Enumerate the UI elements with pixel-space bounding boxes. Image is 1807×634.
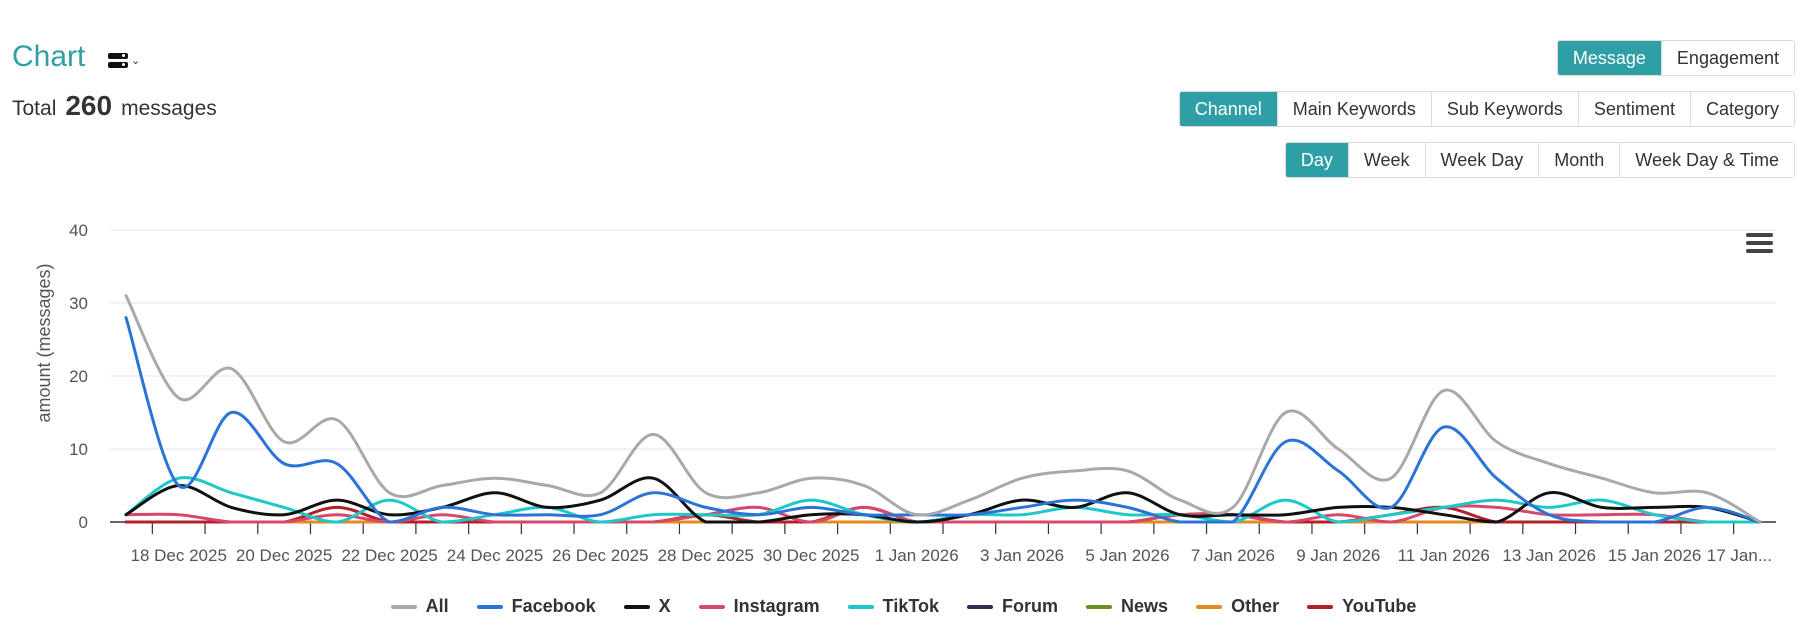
tab-main-keywords[interactable]: Main Keywords [1276,92,1431,126]
legend-swatch [623,604,650,609]
grid-lines [110,229,1776,450]
legend-item-other[interactable]: Other [1196,596,1279,617]
tab-sentiment[interactable]: Sentiment [1577,92,1690,126]
x-tick-label: 3 Jan 2026 [980,546,1064,565]
tab-sub-keywords[interactable]: Sub Keywords [1430,92,1578,126]
dimension-tab-group: Channel Main Keywords Sub Keywords Senti… [1178,91,1795,127]
total-label: Total [12,97,57,120]
x-tick-label: 5 Jan 2026 [1085,546,1169,565]
total-unit: messages [121,97,217,120]
x-tick-label: 11 Jan 2026 [1398,546,1490,565]
legend-label: All [425,596,449,616]
legend-label: TikTok [882,596,940,616]
tab-week-day[interactable]: Week Day [1424,143,1539,177]
y-tick-label: 10 [69,440,88,459]
legend-label: Instagram [733,596,820,616]
legend-swatch [476,604,503,609]
hamburger-menu-icon[interactable] [1746,233,1773,253]
tab-message[interactable]: Message [1557,41,1661,75]
x-tick-label: 1 Jan 2026 [875,546,959,565]
legend-item-forum[interactable]: Forum [967,596,1058,617]
x-tick-label: 13 Jan 2026 [1502,546,1596,565]
x-axis: 18 Dec 2025 20 Dec 2025 22 Dec 2025 24 Dec … [110,521,1776,565]
x-tick-label: 7 Jan 2026 [1191,546,1275,565]
tab-channel[interactable]: Channel [1179,92,1277,126]
series-line-facebook[interactable] [124,316,1762,524]
legend-swatch [847,604,874,609]
legend-item-instagram[interactable]: Instagram [698,596,820,617]
legend-swatch [698,604,725,609]
x-tick-label: 24 Dec 2025 [447,546,543,565]
y-tick-label: 20 [69,367,88,386]
legend-swatch [390,604,417,609]
tab-week[interactable]: Week [1347,143,1425,177]
tab-day[interactable]: Day [1285,143,1348,177]
chevron-down-icon: ⌄ [131,54,141,67]
x-tick-label: 28 Dec 2025 [658,546,754,565]
x-tick-label: 22 Dec 2025 [341,546,437,565]
legend-label: Facebook [511,596,596,616]
x-tick-label: 9 Jan 2026 [1296,546,1380,565]
legend-item-x[interactable]: X [623,596,671,617]
y-tick-label: 0 [79,513,88,532]
legend-label: Other [1231,596,1280,616]
metric-tab-group: Message Engagement [1556,40,1795,76]
x-tick-label: 30 Dec 2025 [763,546,859,565]
y-axis-ticks: 0 10 20 30 40 [69,221,88,532]
tab-month[interactable]: Month [1538,143,1620,177]
x-tick-label: 18 Dec 2025 [131,546,227,565]
x-tick-label: 26 Dec 2025 [552,546,648,565]
tab-week-day-time[interactable]: Week Day & Time [1619,143,1794,177]
legend-item-all[interactable]: All [390,596,449,617]
x-tick-label: 15 Jan 2026 [1608,546,1702,565]
series-lines [124,294,1762,524]
legend-item-tiktok[interactable]: TikTok [847,596,940,617]
legend-label: News [1121,596,1169,616]
y-tick-label: 40 [69,221,88,240]
legend-swatch [1196,604,1223,609]
tab-engagement[interactable]: Engagement [1660,41,1794,75]
legend-item-news[interactable]: News [1086,596,1168,617]
x-tick-label: 17 Jan... [1707,546,1772,565]
total-messages: Total 260 messages [12,90,217,122]
chart-legend: All Facebook X Instagram TikTok Forum News Othe… [0,596,1807,617]
legend-swatch [967,604,994,609]
legend-swatch [1307,604,1334,609]
layout-toggle-icon[interactable]: ⌄ [108,48,148,72]
x-tick-label: 20 Dec 2025 [236,546,332,565]
y-tick-label: 30 [69,294,88,313]
legend-item-youtube[interactable]: YouTube [1307,596,1416,617]
legend-label: Forum [1002,596,1059,616]
legend-swatch [1086,604,1113,609]
tab-category[interactable]: Category [1689,92,1794,126]
period-tab-group: Day Week Week Day Month Week Day & Time [1284,142,1795,178]
series-line-x[interactable] [124,476,1762,524]
y-axis-label: amount (messages) [34,263,54,422]
legend-label: X [658,596,671,616]
page-title: Chart [12,40,86,73]
legend-item-facebook[interactable]: Facebook [476,596,596,617]
series-line-all[interactable] [124,294,1762,524]
total-value: 260 [65,90,113,121]
legend-label: YouTube [1342,596,1417,616]
